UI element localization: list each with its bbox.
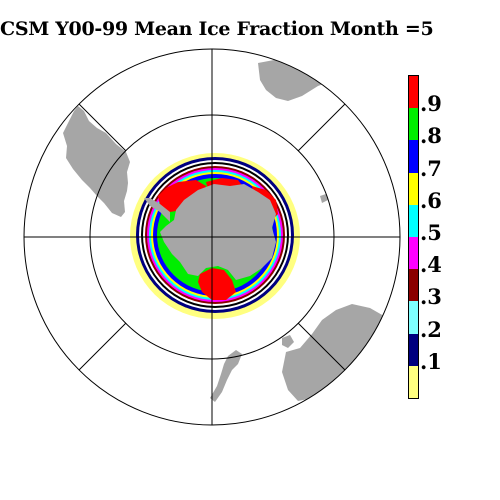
- colorbar-segment: [409, 269, 418, 302]
- meridian-diagonal-nw: [78, 103, 127, 152]
- colorbar-label: .2: [420, 316, 442, 342]
- colorbar-label: .7: [420, 155, 442, 181]
- colorbar-segment: [409, 237, 418, 270]
- meridian-diagonal-se: [297, 322, 346, 371]
- colorbar-label: .6: [420, 187, 442, 213]
- colorbar-label: .1: [420, 348, 442, 374]
- colorbar-segment: [409, 301, 418, 334]
- colorbar-label: .3: [420, 284, 442, 310]
- colorbar-segment: [409, 140, 418, 173]
- map-title: CSM Y00-99 Mean Ice Fraction Month =5: [0, 18, 434, 40]
- land-australia: [282, 304, 400, 401]
- colorbar-label: .9: [420, 91, 442, 117]
- colorbar-segment: [409, 76, 418, 109]
- land-kerguelen: [320, 194, 328, 203]
- graticule: [23, 48, 401, 426]
- land-south-america: [63, 106, 130, 217]
- land-antarctic-peninsula: [144, 198, 170, 222]
- colorbar-segment: [409, 108, 418, 141]
- land-new-zealand: [210, 350, 242, 402]
- land-tasmania: [282, 335, 294, 348]
- colorbar-segment: [409, 365, 418, 398]
- colorbar-segment: [409, 204, 418, 237]
- colorbar-label: .4: [420, 252, 442, 278]
- colorbar-label: .5: [420, 220, 442, 245]
- meridian-diagonal-ne: [297, 103, 346, 152]
- colorbar-segment: [409, 333, 418, 366]
- land-antarctica: [160, 184, 276, 280]
- colorbar-segment: [409, 172, 418, 205]
- meridian-diagonal-sw: [78, 322, 127, 371]
- colorbar: [408, 75, 419, 399]
- colorbar-label: .8: [420, 123, 442, 149]
- ice-high-ross: [198, 268, 236, 300]
- land-africa: [258, 58, 340, 101]
